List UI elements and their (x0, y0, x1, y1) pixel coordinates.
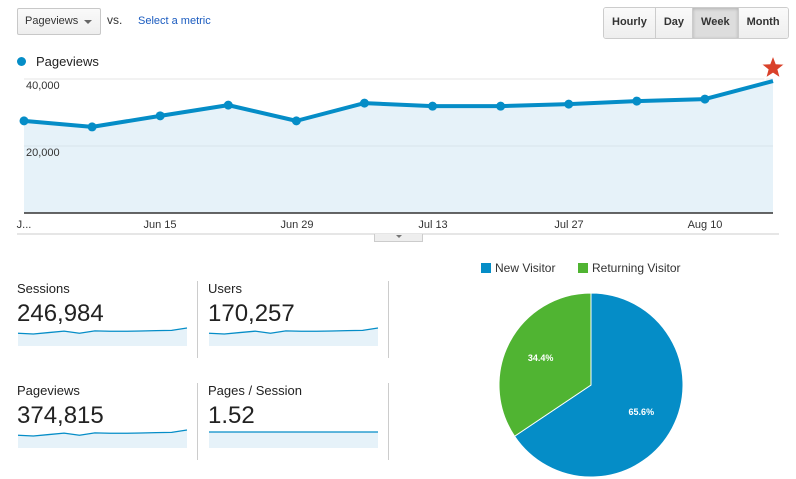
tile-pageviews-label: Pageviews (17, 383, 80, 398)
vs-label: vs. (107, 13, 123, 27)
divider (197, 383, 198, 460)
tile-pages-session-value: 1.52 (208, 402, 255, 429)
data-point (564, 99, 574, 109)
tile-pageviews-value: 374,815 (17, 402, 104, 429)
interval-day-button[interactable]: Day (654, 8, 693, 38)
legend-swatch-returning (578, 263, 588, 273)
data-point (87, 122, 97, 132)
collapse-chart-button[interactable] (374, 234, 423, 242)
data-point (700, 94, 710, 104)
series-area (24, 81, 773, 213)
tile-pages-session-label: Pages / Session (208, 383, 302, 398)
data-point (428, 101, 438, 111)
legend-label: Pageviews (36, 54, 99, 69)
y-tick-label: 40,000 (26, 80, 60, 92)
data-point (19, 116, 29, 126)
sparkline-area (209, 328, 378, 346)
x-tick-label: Jun 29 (280, 219, 314, 231)
data-point (291, 116, 301, 126)
sparkline-area (18, 430, 187, 448)
legend-dot (17, 57, 26, 66)
sparkline-area (209, 432, 378, 448)
legend-new-visitor[interactable]: New Visitor (495, 261, 556, 275)
y-tick-label: 20,000 (26, 147, 60, 159)
star-icon (758, 52, 788, 81)
series-line (23, 79, 774, 129)
divider (388, 383, 389, 460)
pie-slice-label: 65.6% (629, 407, 655, 417)
x-tick-label: J... (16, 219, 32, 231)
legend-returning-visitor[interactable]: Returning Visitor (592, 261, 681, 275)
chevron-down-icon (396, 235, 402, 238)
legend-swatch-new (481, 263, 491, 273)
metric-dropdown[interactable]: Pageviews (17, 8, 101, 35)
data-point (632, 96, 642, 106)
x-tick-label: Jul 13 (418, 219, 448, 231)
tile-sessions-value: 246,984 (17, 300, 104, 327)
x-tick-label: Aug 10 (687, 219, 723, 231)
metric-dropdown-value: Pageviews (25, 15, 79, 27)
sparkline (17, 429, 188, 437)
interval-hourly-button[interactable]: Hourly (604, 8, 655, 38)
pie-slice-label: 34.4% (528, 353, 554, 363)
interval-toggle: Hourly Day Week Month (603, 7, 789, 39)
sparkline (17, 327, 188, 335)
data-point (496, 101, 506, 111)
sparkline-area (18, 328, 187, 346)
x-tick-label: Jun 15 (143, 219, 177, 231)
data-point (155, 111, 165, 121)
divider (197, 281, 198, 358)
divider (388, 281, 389, 358)
tile-users-label: Users (208, 281, 242, 296)
x-tick-label: Jul 27 (554, 219, 584, 231)
data-point (359, 98, 369, 108)
chevron-down-icon (84, 20, 92, 24)
tile-sessions-label: Sessions (17, 281, 70, 296)
data-point (223, 100, 233, 110)
tile-users-value: 170,257 (208, 300, 295, 327)
interval-month-button[interactable]: Month (737, 8, 788, 38)
sparkline (208, 327, 379, 335)
pie-slice (513, 292, 684, 478)
interval-week-button[interactable]: Week (692, 8, 738, 38)
pie-slice (498, 292, 592, 437)
select-metric-link[interactable]: Select a metric (138, 15, 211, 27)
